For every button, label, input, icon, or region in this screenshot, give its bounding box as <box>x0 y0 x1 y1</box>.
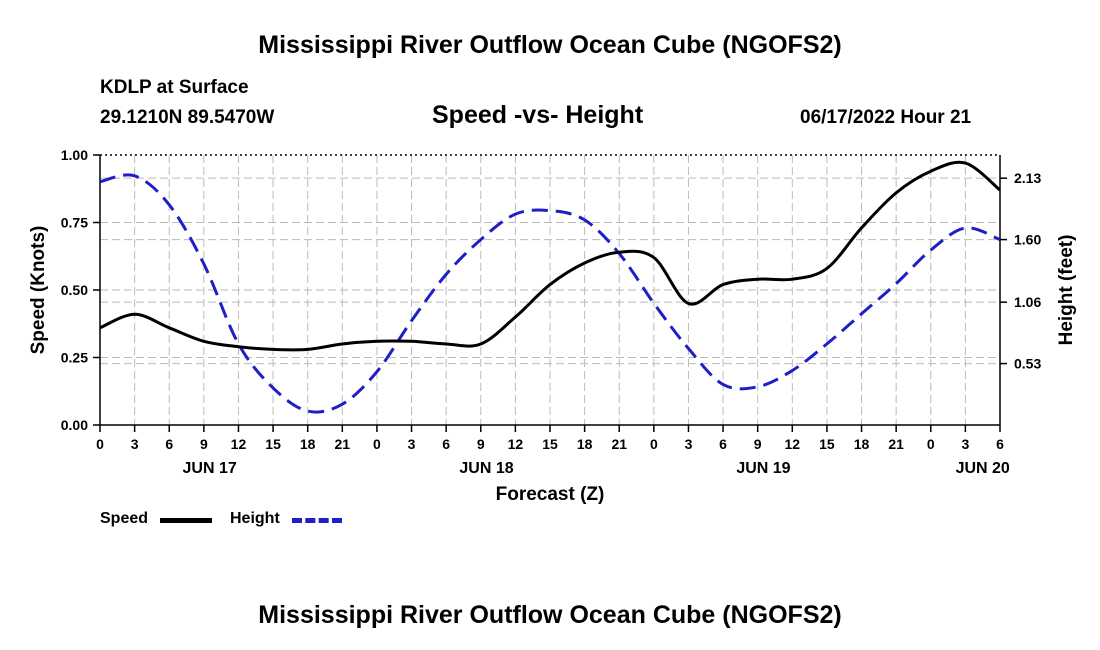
x-tick-label: 3 <box>685 436 693 452</box>
speed-series-line <box>99 160 1001 352</box>
forecast-datetime: 06/17/2022 Hour 21 <box>800 107 972 128</box>
x-tick-label: 21 <box>611 436 627 452</box>
y-tick-label: 0.00 <box>61 417 88 433</box>
legend-speed-label: Speed <box>100 510 149 527</box>
x-tick-label: 12 <box>785 436 801 452</box>
chart-title: Mississippi River Outflow Ocean Cube (NG… <box>258 31 842 59</box>
height-series-line <box>99 173 1001 414</box>
x-tick-label: 21 <box>335 436 351 452</box>
x-tick-label: 15 <box>542 436 558 452</box>
legend-speed-swatch <box>160 518 212 523</box>
x-tick-label: 18 <box>577 436 593 452</box>
x-axis-title: Forecast (Z) <box>496 484 605 505</box>
date-label: JUN 19 <box>736 460 790 477</box>
x-tick-label: 9 <box>200 436 208 452</box>
x-tick-label: 0 <box>96 436 104 452</box>
date-label: JUN 18 <box>459 460 513 477</box>
y2-tick-label: 1.06 <box>1014 294 1041 310</box>
x-tick-label: 12 <box>508 436 524 452</box>
x-tick-label: 6 <box>996 436 1004 452</box>
y2-tick-label: 1.60 <box>1014 232 1041 248</box>
x-tick-label: 9 <box>477 436 485 452</box>
y-tick-label: 0.50 <box>61 282 88 298</box>
x-tick-label: 15 <box>265 436 281 452</box>
y-axis-title: Speed (Knots) <box>28 226 49 355</box>
y-tick-label: 1.00 <box>61 147 88 163</box>
x-tick-label: 6 <box>719 436 727 452</box>
chart-subtitle: Speed -vs- Height <box>432 101 644 129</box>
footer-title: Mississippi River Outflow Ocean Cube (NG… <box>258 601 842 629</box>
station-coordinates: 29.1210N 89.5470W <box>100 107 275 128</box>
legend-height-swatch <box>292 518 342 523</box>
x-tick-label: 18 <box>300 436 316 452</box>
legend-height-label: Height <box>230 510 280 527</box>
x-tick-label: 6 <box>442 436 450 452</box>
x-tick-label: 0 <box>650 436 658 452</box>
date-label: JUN 17 <box>182 460 236 477</box>
x-tick-label: 0 <box>373 436 381 452</box>
y2-tick-label: 2.13 <box>1014 170 1041 186</box>
x-tick-label: 9 <box>754 436 762 452</box>
x-tick-label: 3 <box>131 436 139 452</box>
x-tick-label: 3 <box>408 436 416 452</box>
y2-axis-title: Height (feet) <box>1056 235 1077 346</box>
x-tick-label: 3 <box>961 436 969 452</box>
date-label: JUN 20 <box>956 460 1010 477</box>
y-tick-label: 0.25 <box>61 350 88 366</box>
x-tick-label: 12 <box>231 436 247 452</box>
y2-tick-label: 0.53 <box>1014 356 1041 372</box>
x-tick-label: 21 <box>888 436 904 452</box>
x-tick-label: 18 <box>854 436 870 452</box>
x-tick-label: 15 <box>819 436 835 452</box>
x-tick-label: 0 <box>927 436 935 452</box>
y-tick-label: 0.75 <box>61 215 88 231</box>
x-tick-label: 6 <box>165 436 173 452</box>
station-label: KDLP at Surface <box>100 77 249 98</box>
